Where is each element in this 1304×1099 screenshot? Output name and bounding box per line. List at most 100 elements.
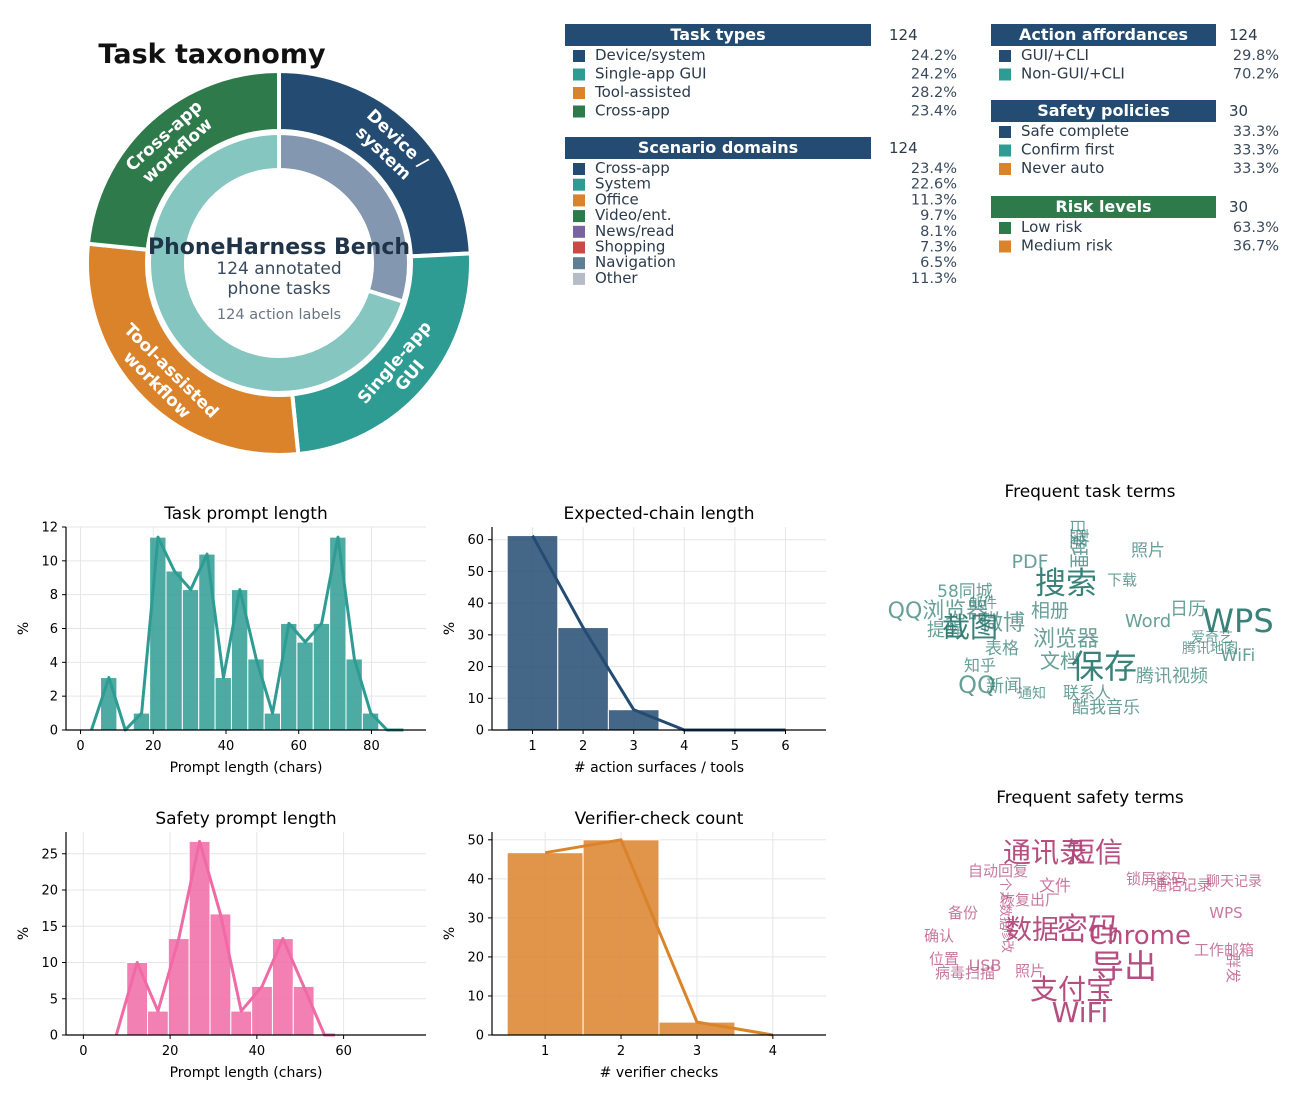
y-tick-label: 40	[467, 872, 484, 887]
table-total: 124	[889, 139, 918, 157]
donut-outer-ring	[85, 68, 473, 457]
table-row-pct: 29.8%	[1233, 48, 1279, 64]
word-cloud-term: 照片	[1131, 541, 1165, 561]
histogram-bar	[181, 589, 200, 731]
y-tick-label: 20	[467, 660, 484, 675]
y-axis-label: %	[442, 927, 458, 940]
histogram-panel: 0 20 40 60 0 5 10 15 20 25 Safety prompt length Pro…	[16, 809, 426, 1081]
donut-center-line1: 124 annotated	[216, 259, 341, 279]
x-axis-label: # action surfaces / tools	[574, 760, 744, 776]
table-row-label: System	[595, 175, 651, 193]
donut-title: Task taxonomy	[98, 39, 326, 70]
panel-title: Expected-chain length	[563, 504, 754, 524]
table-row-label: Other	[595, 269, 638, 287]
table-title: Scenario domains	[638, 138, 798, 157]
histogram-bar	[607, 709, 660, 731]
table-row-pct: 7.3%	[920, 240, 957, 256]
word-cloud-term: 相册	[1031, 600, 1069, 622]
table-total: 124	[1229, 26, 1258, 44]
histogram-bar	[126, 962, 149, 1036]
word-cloud-term: 腾讯地图	[1182, 640, 1238, 657]
x-tick-label: 2	[579, 739, 587, 754]
y-tick-label: 30	[467, 911, 484, 926]
donut-center-line2: phone tasks	[227, 279, 330, 299]
word-cloud-term: Word	[1125, 611, 1171, 632]
word-cloud-term: 截图	[942, 611, 998, 644]
histogram-bar	[198, 553, 216, 731]
y-tick-label: 50	[467, 565, 484, 580]
y-tick-label: 40	[467, 597, 484, 612]
table-row-label: Video/ent.	[595, 206, 671, 224]
x-tick-label: 3	[693, 1044, 701, 1059]
donut-center-title: PhoneHarness Bench	[148, 235, 410, 260]
word-cloud-term: 密码	[1057, 912, 1119, 948]
table-row-label: Safe complete	[1021, 122, 1129, 140]
x-tick-label: 2	[617, 1044, 625, 1059]
histogram-bar	[132, 712, 151, 731]
word-cloud-term: 备份	[948, 904, 978, 922]
x-tick-label: 3	[630, 739, 638, 754]
word-cloud-term: 照片	[1015, 962, 1045, 980]
table-row-label: Device/system	[595, 46, 706, 64]
y-tick-label: 0	[476, 1029, 484, 1044]
legend-swatch	[573, 105, 585, 118]
legend-swatch	[573, 257, 585, 270]
x-axis-label: Prompt length (chars)	[170, 1065, 323, 1081]
histogram-bar	[247, 658, 265, 731]
x-tick-label: 4	[680, 739, 688, 754]
word-cloud-term: QQ浏览器	[888, 599, 989, 624]
table-row-pct: 8.1%	[920, 224, 957, 240]
word-cloud-term: Chrome	[1089, 921, 1191, 951]
word-cloud-term: 保存	[1071, 647, 1137, 686]
word-cloud-term: 新闻	[986, 676, 1022, 697]
table-row-label: News/read	[595, 222, 674, 240]
word-cloud-term: 58同城	[937, 582, 993, 602]
x-tick-label: 60	[335, 1044, 352, 1059]
word-cloud-term: 文档	[1040, 649, 1080, 673]
histogram-bar	[557, 627, 609, 731]
word-cloud-term: WPS	[1209, 904, 1242, 922]
legend-swatch	[573, 68, 585, 81]
table-header-bar	[991, 24, 1216, 46]
histogram-bar	[296, 641, 314, 731]
x-tick-label: 60	[290, 739, 307, 754]
table-total: 124	[889, 26, 918, 44]
table-row-pct: 23.4%	[911, 161, 957, 177]
donut-inner-segment	[147, 130, 406, 395]
histogram-bar	[658, 1021, 736, 1036]
y-tick-label: 8	[50, 588, 58, 603]
y-tick-label: 25	[41, 847, 58, 862]
word-cloud-term: 文件	[1039, 876, 1071, 895]
table-total: 30	[1229, 198, 1248, 216]
word-cloud-term: 酷我音乐	[1072, 698, 1140, 718]
legend-swatch	[999, 126, 1011, 138]
legend-swatch	[573, 178, 585, 191]
legend-swatch	[999, 163, 1011, 175]
table-row-label: Shopping	[595, 238, 665, 256]
word-cloud-term: 通讯录	[1003, 836, 1087, 869]
table-row-label: Non-GUI/+CLI	[1021, 65, 1125, 83]
table-header-bar	[991, 196, 1216, 218]
word-cloud-term: 日期	[1068, 518, 1087, 550]
histogram-bar	[149, 536, 167, 731]
histogram-bar	[165, 570, 183, 731]
summary-table: Safety policies 30 Safe complete 33.3% Confi…	[991, 100, 1279, 177]
x-tick-label: 20	[162, 1044, 179, 1059]
word-cloud-term: WPS	[1202, 602, 1273, 640]
word-cloud-term: 爱奇艺	[1191, 629, 1233, 646]
word-cloud-term: 个人数据	[997, 878, 1012, 930]
table-row-label: Cross-app	[595, 102, 670, 120]
word-cloud-term: 确认	[924, 927, 954, 945]
word-cloud-term: 微博	[981, 611, 1025, 636]
histogram-bar	[209, 913, 232, 1036]
donut-inner-ring	[147, 130, 411, 395]
word-cloud-term: 锁屏密码	[1126, 870, 1186, 888]
x-axis-label: # verifier checks	[600, 1065, 719, 1081]
word-cloud-term: 自动回复	[968, 862, 1028, 880]
table-title: Action affordances	[1019, 25, 1188, 44]
x-axis-label: Prompt length (chars)	[170, 760, 323, 776]
word-cloud-term: QQ	[958, 671, 996, 699]
histogram-bar	[280, 622, 298, 731]
